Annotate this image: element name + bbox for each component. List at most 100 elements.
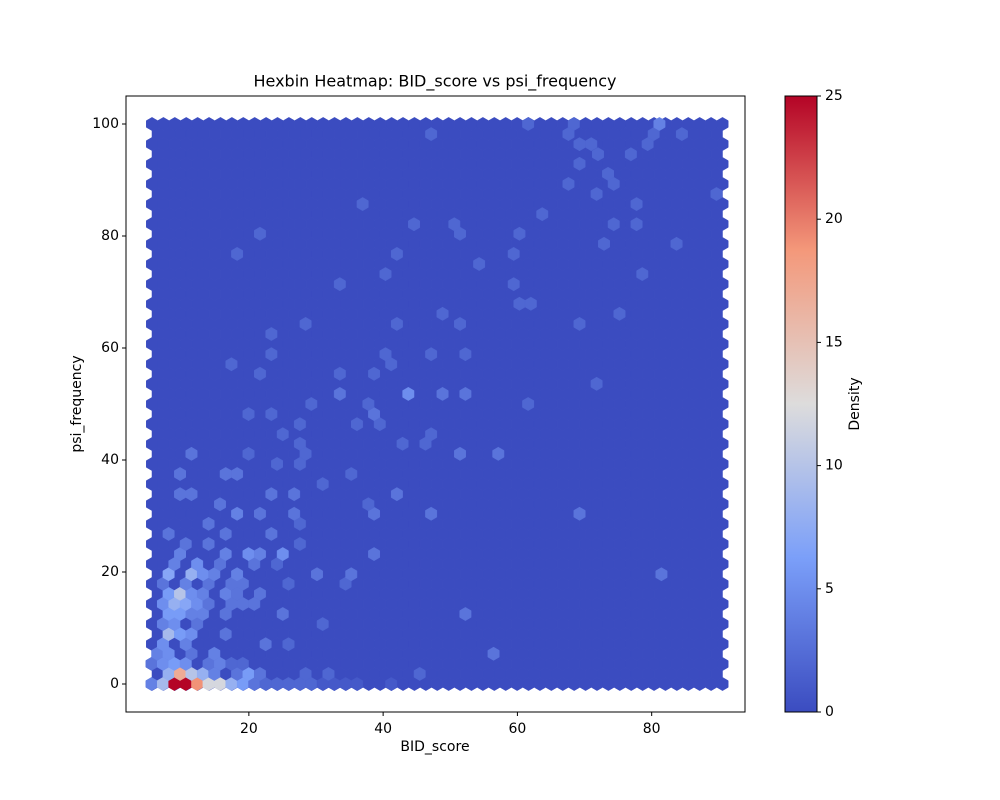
empty-hex — [710, 567, 723, 581]
hex-cell — [208, 646, 221, 661]
empty-hex — [710, 247, 723, 261]
hex-cell — [311, 567, 323, 582]
hex-cell — [536, 207, 549, 222]
hex-cell — [333, 386, 346, 401]
colorbar-tick-label: 10 — [825, 458, 843, 474]
hex-cell — [265, 407, 278, 422]
hex-cell — [436, 306, 449, 321]
hex-cell — [590, 187, 603, 201]
hex-cell — [231, 246, 244, 261]
hex-cell — [436, 386, 449, 401]
y-tick-label: 100 — [92, 116, 119, 132]
hex-cell — [448, 217, 461, 232]
y-tick-label: 40 — [101, 452, 119, 468]
hex-cell — [219, 547, 232, 562]
hex-cell — [573, 506, 586, 521]
hex-cell — [253, 586, 266, 601]
hex-cell — [271, 456, 284, 471]
empty-hex — [710, 127, 723, 141]
hex-cell — [402, 386, 415, 401]
hex-cell — [316, 477, 329, 492]
empty-hex — [710, 667, 723, 681]
hex-cell — [219, 627, 232, 642]
hex-cell — [276, 547, 289, 562]
hex-cell — [413, 666, 426, 681]
hex-cell — [293, 417, 306, 432]
hex-cell — [624, 147, 637, 162]
hex-cell — [179, 537, 192, 551]
hex-cell — [282, 637, 295, 652]
hex-cell — [356, 197, 369, 212]
hex-cell — [675, 127, 688, 142]
x-axis-label: BID_score — [400, 739, 469, 755]
hex-cell — [276, 607, 289, 621]
hex-cell — [562, 127, 575, 142]
hex-cell — [282, 576, 295, 591]
y-tick-label: 80 — [101, 228, 119, 244]
hex-cell — [607, 217, 620, 232]
empty-hex — [710, 507, 723, 521]
hex-cell — [459, 607, 472, 621]
empty-hex — [710, 287, 723, 301]
empty-hex — [710, 147, 723, 161]
y-tick-label: 20 — [101, 564, 119, 580]
hex-cell — [362, 497, 375, 512]
empty-hex — [710, 527, 723, 541]
hex-cell — [345, 567, 358, 582]
hex-cell — [265, 327, 278, 341]
x-tick-label: 80 — [643, 721, 661, 737]
hex-cell — [425, 127, 438, 142]
hex-cell — [253, 226, 266, 241]
hex-cell — [293, 436, 306, 451]
hex-cell — [425, 427, 438, 442]
hex-cell — [379, 267, 392, 282]
hex-cell — [265, 487, 278, 502]
colorbar-tick-label: 5 — [825, 581, 834, 597]
hex-cell — [524, 296, 537, 311]
hex-cell — [655, 567, 668, 582]
hex-cell — [602, 166, 614, 181]
hex-cell — [613, 306, 626, 321]
hex-cell — [350, 677, 363, 691]
hex-cell — [710, 187, 723, 201]
colorbar — [784, 95, 818, 713]
hex-cell — [253, 666, 266, 681]
hex-cell — [174, 467, 186, 481]
hex-cell — [299, 316, 312, 331]
hex-cell — [390, 316, 403, 331]
hex-cell — [288, 506, 301, 521]
hex-cell — [191, 557, 204, 572]
hex-cell — [350, 417, 363, 432]
hex-cell — [185, 487, 198, 502]
colorbar-tick-label: 20 — [825, 211, 843, 227]
hex-cell — [522, 397, 535, 411]
hex-cell — [236, 656, 249, 671]
chart-title: Hexbin Heatmap: BID_score vs psi_frequen… — [253, 72, 616, 92]
colorbar-tick-label: 25 — [825, 88, 843, 104]
empty-hex — [710, 447, 723, 461]
empty-hex — [710, 327, 723, 341]
empty-hex — [710, 587, 723, 601]
hex-cell — [231, 506, 244, 521]
y-axis-label: psi_frequency — [69, 355, 85, 452]
hex-cell — [513, 226, 526, 241]
hex-background — [146, 117, 729, 691]
hex-cell — [379, 347, 392, 362]
empty-hex — [710, 407, 723, 421]
y-tick-label: 0 — [110, 676, 119, 692]
hex-cell — [231, 467, 244, 481]
hex-cell — [390, 487, 403, 502]
hex-cell — [385, 677, 398, 691]
hex-cell — [507, 277, 520, 292]
hex-cell — [333, 366, 346, 381]
hex-cell — [408, 217, 420, 232]
hex-cell — [265, 347, 278, 362]
hex-cell — [368, 547, 381, 562]
hex-cell — [299, 666, 312, 681]
hex-cell — [259, 637, 272, 652]
empty-hex — [710, 647, 723, 661]
hex-cell — [162, 526, 175, 541]
hex-cell — [454, 316, 466, 331]
colorbar-tick-label: 0 — [825, 704, 834, 720]
